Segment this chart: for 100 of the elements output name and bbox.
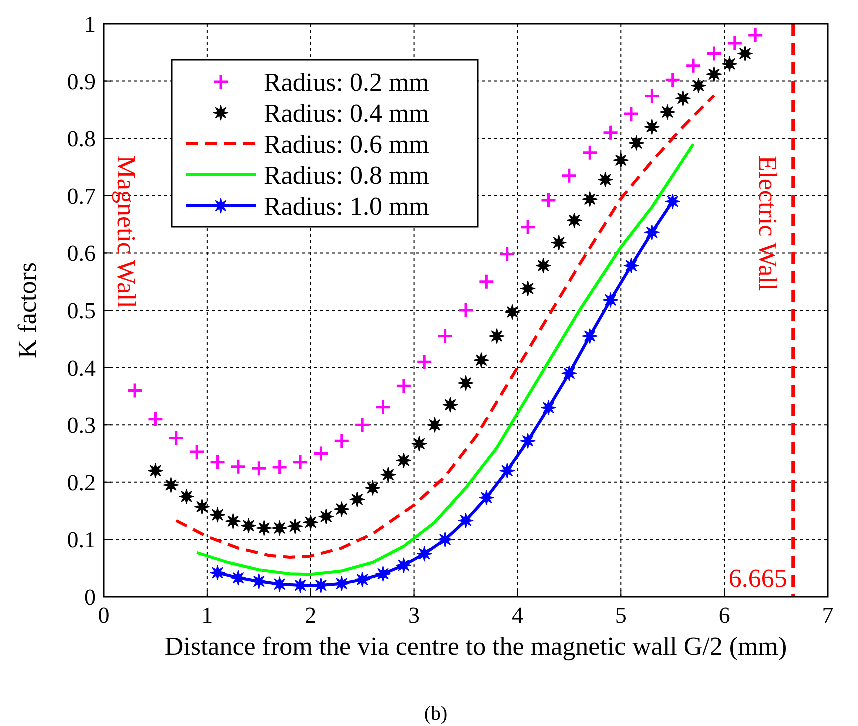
point bbox=[375, 399, 392, 416]
y-tick-label: 0.7 bbox=[67, 184, 96, 209]
point bbox=[504, 304, 520, 320]
point bbox=[566, 212, 582, 228]
point bbox=[147, 411, 164, 428]
y-tick-label: 0.2 bbox=[67, 470, 96, 496]
point bbox=[582, 328, 598, 344]
point bbox=[602, 292, 619, 308]
point bbox=[230, 570, 246, 586]
y-tick-label: 0 bbox=[84, 585, 96, 610]
point bbox=[163, 477, 180, 494]
point bbox=[536, 258, 552, 274]
point bbox=[292, 578, 308, 594]
point bbox=[188, 444, 206, 460]
y-tick-label: 0.3 bbox=[67, 413, 96, 438]
point bbox=[178, 488, 195, 505]
point bbox=[126, 382, 144, 399]
y-tick-label: 0.9 bbox=[67, 69, 96, 94]
point bbox=[148, 463, 164, 479]
point bbox=[416, 354, 433, 370]
x-tick-label: 4 bbox=[512, 603, 524, 628]
text: (b) bbox=[424, 703, 448, 725]
point bbox=[706, 66, 722, 82]
point bbox=[623, 106, 640, 122]
x-tick-label: 2 bbox=[305, 603, 317, 628]
line-series bbox=[174, 94, 716, 559]
point bbox=[644, 224, 660, 240]
legend-label: Radius: 0.8 mm bbox=[264, 161, 430, 190]
point bbox=[272, 459, 288, 476]
point bbox=[194, 499, 210, 515]
point bbox=[272, 520, 288, 536]
point bbox=[458, 512, 474, 529]
point bbox=[540, 192, 557, 209]
point bbox=[354, 416, 371, 434]
point bbox=[613, 152, 630, 168]
point bbox=[256, 520, 272, 536]
x-tick-label: 1 bbox=[202, 603, 214, 628]
point bbox=[442, 397, 458, 413]
point bbox=[250, 460, 268, 477]
legend-label: Radius: 0.6 mm bbox=[264, 130, 430, 159]
point bbox=[561, 168, 578, 184]
point bbox=[737, 46, 754, 62]
point bbox=[287, 518, 304, 534]
x-tick-label: 6 bbox=[718, 603, 730, 628]
point bbox=[664, 72, 682, 88]
legend-label: Radius: 0.4 mm bbox=[264, 99, 430, 128]
point bbox=[624, 258, 640, 274]
point bbox=[478, 490, 495, 506]
y-axis-title: K factors bbox=[13, 262, 42, 359]
point bbox=[458, 375, 474, 392]
x-axis-title: Distance from the via centre to the magnetic wall G/2 (mm) bbox=[164, 632, 788, 661]
point bbox=[706, 46, 722, 62]
point bbox=[251, 574, 268, 590]
point bbox=[598, 172, 614, 188]
point bbox=[582, 191, 598, 208]
point bbox=[722, 56, 738, 72]
point bbox=[628, 135, 645, 152]
point bbox=[396, 452, 412, 469]
point bbox=[520, 280, 536, 297]
point bbox=[365, 480, 381, 496]
point bbox=[690, 78, 707, 94]
point bbox=[675, 90, 692, 106]
point bbox=[396, 558, 412, 574]
y-tick-label: 0.8 bbox=[67, 126, 96, 152]
point bbox=[380, 467, 396, 483]
x-tick-label: 3 bbox=[408, 603, 420, 628]
point bbox=[685, 58, 702, 74]
point bbox=[644, 119, 660, 136]
point bbox=[437, 328, 454, 345]
point bbox=[726, 35, 744, 52]
point bbox=[416, 546, 433, 562]
point bbox=[334, 432, 350, 450]
point bbox=[644, 88, 660, 104]
point bbox=[551, 234, 567, 251]
x-tick-label: 5 bbox=[615, 603, 627, 628]
point bbox=[412, 436, 428, 452]
point bbox=[210, 565, 226, 581]
point bbox=[660, 104, 676, 120]
point bbox=[520, 219, 536, 236]
point bbox=[318, 508, 334, 525]
point bbox=[334, 501, 350, 518]
point bbox=[540, 400, 557, 416]
point bbox=[499, 246, 516, 263]
point bbox=[168, 430, 185, 447]
point bbox=[210, 507, 226, 523]
point bbox=[747, 27, 764, 44]
y-tick-label: 1 bbox=[84, 12, 96, 37]
ref-line-label: 6.665 bbox=[728, 564, 788, 593]
point bbox=[225, 513, 242, 530]
point bbox=[292, 454, 309, 471]
point bbox=[375, 566, 392, 582]
y-tick-label: 0.6 bbox=[67, 241, 96, 266]
legend-label: Radius: 0.2 mm bbox=[264, 68, 430, 97]
y-tick-label: 0.4 bbox=[67, 356, 96, 381]
legend-label: Radius: 1.0 mm bbox=[264, 192, 430, 221]
y-tick-label: 0.5 bbox=[67, 298, 96, 324]
point bbox=[582, 144, 598, 162]
point bbox=[602, 124, 620, 142]
annotation: Electric Wall bbox=[754, 156, 783, 292]
point bbox=[350, 492, 366, 508]
